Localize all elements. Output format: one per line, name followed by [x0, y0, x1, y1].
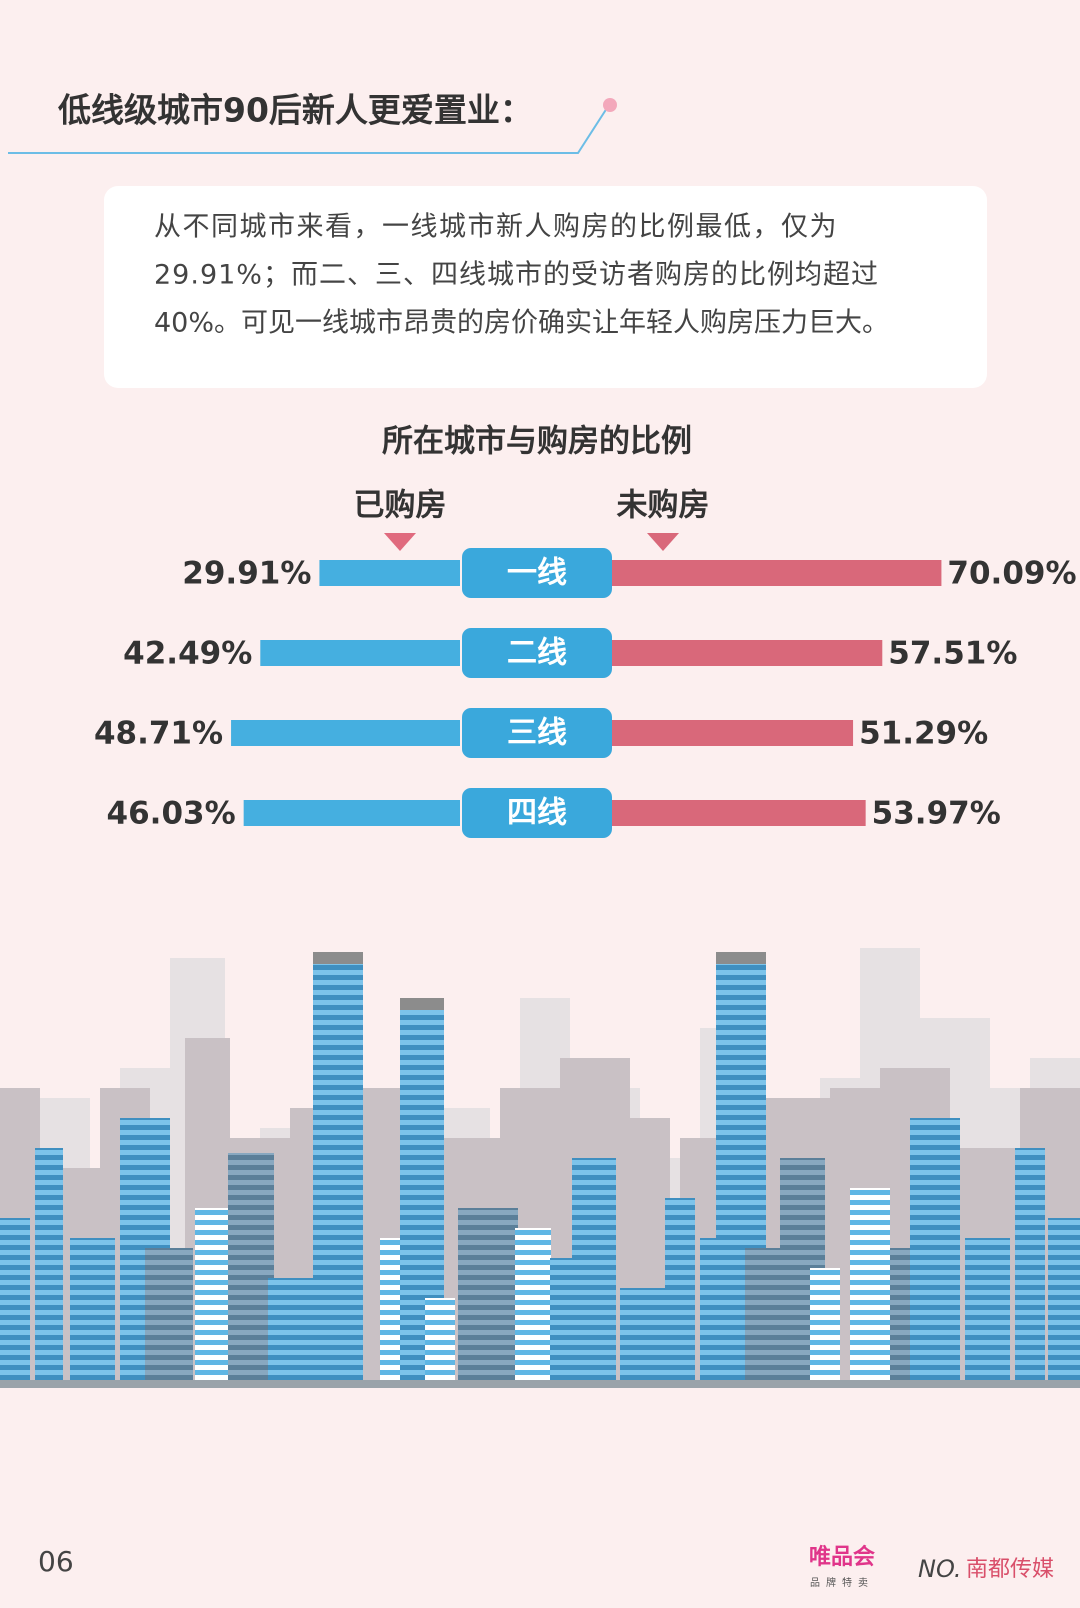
value-label: 29.91%	[182, 556, 311, 592]
building	[0, 1218, 30, 1388]
category-pill	[462, 788, 612, 838]
building	[965, 1238, 1010, 1388]
category-pill	[462, 628, 612, 678]
building	[910, 1118, 960, 1388]
roof	[400, 998, 444, 1010]
value-label: 53.97%	[872, 796, 1001, 832]
building	[228, 1153, 274, 1388]
category-pill	[462, 708, 612, 758]
chart: 已购房 未购房 29.91% 70.09% 一线 42.49% 57.51% 二线 48.71%…	[94, 488, 1077, 838]
intro-line: 从不同城市来看，一线城市新人购房的比例最低，仅为	[154, 212, 838, 243]
category-label: 三线	[507, 716, 567, 751]
logo-mark: NO.	[918, 1555, 962, 1583]
value-label: 42.49%	[123, 636, 252, 672]
bar	[231, 720, 460, 746]
intro-line: 29.91%；而二、三、四线城市的受访者购房的比例均超过	[154, 260, 879, 291]
building	[665, 1198, 695, 1388]
value-label: 70.09%	[947, 556, 1076, 592]
value-label: 51.29%	[859, 716, 988, 752]
bar	[243, 800, 460, 826]
chart-title: 所在城市与购房的比例	[382, 424, 692, 460]
bar	[612, 560, 942, 586]
roof	[716, 952, 766, 964]
building	[70, 1238, 115, 1388]
building	[35, 1148, 63, 1388]
building	[1048, 1218, 1080, 1388]
page-title: 低线级城市90后新人更爱置业：	[58, 91, 533, 130]
building	[1015, 1148, 1045, 1388]
category-label: 二线	[507, 636, 567, 671]
bar	[612, 640, 883, 666]
building	[458, 1208, 518, 1388]
logo: 唯品会	[809, 1544, 875, 1570]
category-pill	[462, 548, 612, 598]
legend-label: 未购房	[617, 488, 710, 524]
building	[620, 1288, 665, 1388]
building	[515, 1228, 551, 1388]
bar	[319, 560, 460, 586]
category-label: 一线	[507, 556, 567, 591]
building	[333, 1198, 363, 1388]
logo-sub: 品牌特卖	[810, 1576, 874, 1589]
building	[425, 1298, 455, 1388]
legend-label: 已购房	[354, 488, 447, 524]
roof	[313, 952, 363, 964]
bar	[612, 720, 854, 746]
value-label: 48.71%	[94, 716, 223, 752]
ground	[0, 1380, 1080, 1388]
value-label: 57.51%	[888, 636, 1017, 672]
legend-marker	[647, 533, 679, 551]
intro-box	[104, 186, 987, 388]
legend-marker	[384, 533, 416, 551]
building	[810, 1268, 840, 1388]
category-label: 四线	[507, 796, 567, 831]
building	[145, 1248, 193, 1388]
page-number: 06	[38, 1545, 74, 1578]
building	[850, 1188, 890, 1388]
skyline	[0, 948, 1080, 1388]
bar	[260, 640, 460, 666]
logo: 南都传媒	[966, 1557, 1054, 1582]
building	[195, 1208, 233, 1388]
title-underline	[8, 107, 608, 154]
bar	[612, 800, 866, 826]
value-label: 46.03%	[107, 796, 236, 832]
building	[572, 1158, 616, 1388]
title-dot	[603, 98, 617, 112]
intro-line: 40%。可见一线城市昂贵的房价确实让年轻人购房压力巨大。	[154, 308, 889, 339]
